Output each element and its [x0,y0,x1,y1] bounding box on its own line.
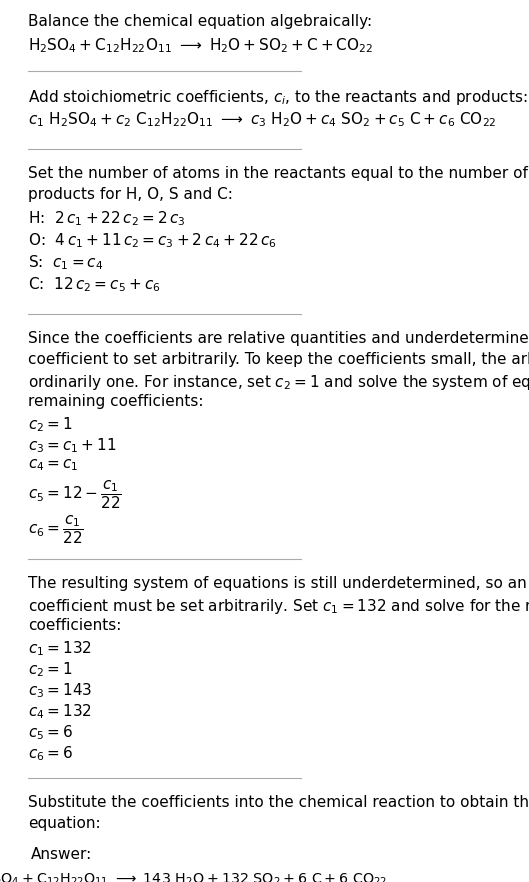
Text: Since the coefficients are relative quantities and underdetermined, choose a: Since the coefficients are relative quan… [28,331,529,346]
Text: $c_2 = 1$: $c_2 = 1$ [28,415,72,435]
Text: $c_6 = 6$: $c_6 = 6$ [28,744,73,763]
Text: $c_4 = c_1$: $c_4 = c_1$ [28,458,78,473]
Text: $c_1 = 132$: $c_1 = 132$ [28,639,92,658]
Text: Add stoichiometric coefficients, $c_i$, to the reactants and products:: Add stoichiometric coefficients, $c_i$, … [28,88,527,108]
Text: $c_6 = \dfrac{c_1}{22}$: $c_6 = \dfrac{c_1}{22}$ [28,513,84,546]
Text: O:  $4\,c_1 + 11\,c_2 = c_3 + 2\,c_4 + 22\,c_6$: O: $4\,c_1 + 11\,c_2 = c_3 + 2\,c_4 + 22… [28,231,277,250]
Text: $132\ \mathrm{H_2SO_4} + \mathrm{C_{12}H_{22}O_{11}}\ \longrightarrow\ 143\ \mat: $132\ \mathrm{H_2SO_4} + \mathrm{C_{12}H… [0,871,387,882]
Text: The resulting system of equations is still underdetermined, so an additional: The resulting system of equations is sti… [28,576,529,591]
Text: coefficient must be set arbitrarily. Set $c_1 = 132$ and solve for the remaining: coefficient must be set arbitrarily. Set… [28,597,529,616]
Text: $c_3 = 143$: $c_3 = 143$ [28,682,92,700]
Text: remaining coefficients:: remaining coefficients: [28,393,203,408]
Text: $c_2 = 1$: $c_2 = 1$ [28,661,72,679]
Text: $c_1\ \mathrm{H_2SO_4} + c_2\ \mathrm{C_{12}H_{22}O_{11}}\ \longrightarrow\ c_3\: $c_1\ \mathrm{H_2SO_4} + c_2\ \mathrm{C_… [28,110,496,129]
Text: $c_3 = c_1 + 11$: $c_3 = c_1 + 11$ [28,437,116,455]
Text: coefficient to set arbitrarily. To keep the coefficients small, the arbitrary va: coefficient to set arbitrarily. To keep … [28,352,529,367]
FancyBboxPatch shape [23,833,306,882]
Text: coefficients:: coefficients: [28,617,121,632]
Text: H:  $2\,c_1 + 22\,c_2 = 2\,c_3$: H: $2\,c_1 + 22\,c_2 = 2\,c_3$ [28,209,185,228]
Text: Substitute the coefficients into the chemical reaction to obtain the balanced: Substitute the coefficients into the che… [28,795,529,810]
Text: ordinarily one. For instance, set $c_2 = 1$ and solve the system of equations fo: ordinarily one. For instance, set $c_2 =… [28,373,529,392]
Text: Set the number of atoms in the reactants equal to the number of atoms in the: Set the number of atoms in the reactants… [28,167,529,182]
Text: equation:: equation: [28,816,101,831]
Text: products for H, O, S and C:: products for H, O, S and C: [28,187,233,202]
Text: $\mathrm{H_2SO_4 + C_{12}H_{22}O_{11}\ \longrightarrow\ H_2O + SO_2 + C + CO_{22: $\mathrm{H_2SO_4 + C_{12}H_{22}O_{11}\ \… [28,36,373,55]
Text: Answer:: Answer: [31,848,92,863]
Text: Balance the chemical equation algebraically:: Balance the chemical equation algebraica… [28,14,372,29]
Text: S:  $c_1 = c_4$: S: $c_1 = c_4$ [28,253,103,272]
Text: $c_4 = 132$: $c_4 = 132$ [28,702,92,721]
Text: $c_5 = 12 - \dfrac{c_1}{22}$: $c_5 = 12 - \dfrac{c_1}{22}$ [28,478,122,511]
Text: $c_5 = 6$: $c_5 = 6$ [28,723,73,742]
Text: C:  $12\,c_2 = c_5 + c_6$: C: $12\,c_2 = c_5 + c_6$ [28,275,160,294]
